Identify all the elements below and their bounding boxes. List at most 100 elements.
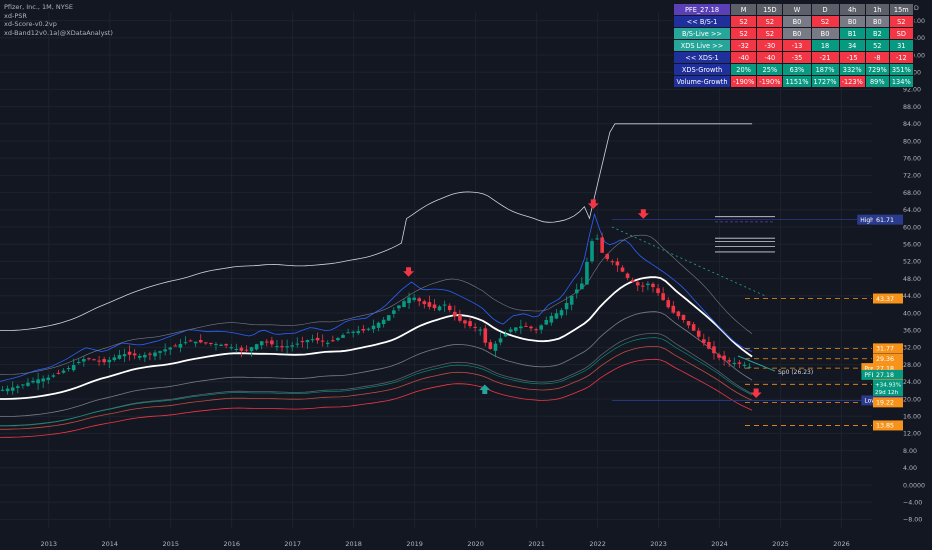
candle-body [519, 326, 523, 329]
candle-body [580, 283, 584, 290]
pfe-change-label: +34.93% [875, 382, 901, 388]
candle-body [107, 359, 112, 363]
price-tick-label: 60.00 [903, 224, 921, 231]
candle-body [132, 353, 137, 356]
table-cell: -40 [756, 51, 784, 64]
legend-indicator[interactable]: xd-Score-v0.2vp [4, 20, 57, 29]
candle-body [635, 282, 640, 286]
candle-body [712, 346, 716, 354]
price-label-tag [861, 363, 880, 374]
table-cell: B0 [782, 27, 812, 40]
candle-body [737, 362, 742, 364]
time-axis[interactable]: 2013 2014 2015 2016 2017 2018 2019 2020 2021 2022… [0, 536, 872, 550]
candle-body [529, 326, 533, 329]
candles [0, 232, 752, 395]
price-tick-label: 24.00 [903, 379, 921, 386]
candle-body [0, 389, 5, 391]
grid-lines [0, 12, 872, 528]
table-header-timeframe: 15m [888, 3, 914, 16]
candle-body [747, 366, 752, 368]
price-label-value: 43.37 [876, 296, 894, 303]
candle-body [549, 315, 554, 323]
table-cell: B2 [864, 27, 890, 40]
candle-body [239, 347, 244, 351]
time-tick-label: 2015 [162, 540, 179, 548]
candle-body [46, 377, 51, 381]
candle-body [183, 342, 188, 344]
candle-body [219, 344, 223, 346]
candle-body [386, 315, 391, 321]
table-cell: -15 [838, 51, 866, 64]
candle-body [51, 375, 56, 377]
table-cell: S2 [729, 15, 758, 28]
candle-body [503, 333, 508, 337]
candle-body [732, 362, 737, 364]
candle-body [163, 349, 167, 352]
table-cell: 1727% [810, 75, 840, 88]
candle-body [275, 346, 279, 348]
price-label-box [873, 214, 903, 225]
candle-body [361, 328, 366, 331]
candle-body [325, 342, 330, 344]
price-tick-label: 100.00 [903, 52, 925, 59]
candle-body [458, 314, 462, 321]
price-tick-label: 8.00 [903, 448, 917, 455]
candle-body [87, 358, 91, 360]
time-axis-background [0, 536, 872, 550]
candle-body [254, 344, 259, 350]
table-row-label: Volume-Growth [673, 75, 731, 88]
table-cell: 63% [782, 63, 812, 76]
candle-body [554, 313, 559, 319]
table-cell: -35 [782, 51, 812, 64]
price-tick-label: −8.00 [903, 517, 922, 524]
candle-body [356, 331, 361, 334]
price-tick-label: 92.00 [903, 87, 921, 94]
price-tick-label: 56.00 [903, 242, 921, 249]
price-tick-label: 52.00 [903, 259, 921, 266]
candle-body [453, 311, 457, 317]
candle-body [351, 331, 355, 333]
price-tick-label: 76.00 [903, 156, 921, 163]
candle-body [701, 339, 706, 344]
chart-legend: Pfizer, Inc., 1M, NYSE xd-PSR xd-Score-v… [4, 3, 113, 37]
candle-body [249, 347, 254, 351]
price-tick-label: 88.00 [903, 104, 921, 111]
candle-body [41, 378, 45, 382]
candle-body [722, 355, 726, 360]
time-tick-label: 2024 [711, 540, 728, 548]
table-cell: S2 [888, 15, 914, 28]
band-upper-2 [0, 234, 753, 375]
table-header-timeframe: W [782, 3, 812, 16]
candle-body [198, 340, 203, 343]
candle-body [26, 382, 30, 386]
table-cell: B0 [782, 15, 812, 28]
candle-body [15, 386, 20, 388]
price-axis[interactable]: USD108.00104.00100.0096.0092.0088.0084.0… [872, 0, 932, 550]
candle-body [31, 380, 35, 383]
candle-body [336, 338, 340, 341]
price-tick-label: 68.00 [903, 190, 921, 197]
table-cell: B0 [810, 27, 840, 40]
price-tick-label: 16.00 [903, 414, 921, 421]
legend-title: Pfizer, Inc., 1M, NYSE [4, 3, 73, 11]
candle-body [315, 337, 320, 341]
candle-body [508, 329, 513, 332]
time-tick-label: 2013 [41, 540, 58, 548]
candle-body [122, 354, 127, 357]
table-cell: -30 [756, 39, 784, 52]
legend-indicator[interactable]: xd-Band12v0.1a(@XDataAnalyst) [4, 28, 113, 37]
candle-body [483, 328, 488, 343]
candle-body [422, 301, 427, 305]
candle-body [590, 241, 594, 262]
candle-body [392, 310, 396, 314]
table-row-label: << B/S-1 [673, 15, 731, 28]
table-header-timeframe: 1h [864, 3, 890, 16]
legend-indicator[interactable]: xd-PSR [4, 11, 27, 20]
candle-body [224, 344, 228, 346]
table-cell: S2 [729, 27, 758, 40]
sell-arrow-icon [750, 388, 762, 399]
time-tick-label: 2019 [406, 540, 423, 548]
table-cell: -8 [864, 51, 890, 64]
channel-line [737, 355, 776, 372]
